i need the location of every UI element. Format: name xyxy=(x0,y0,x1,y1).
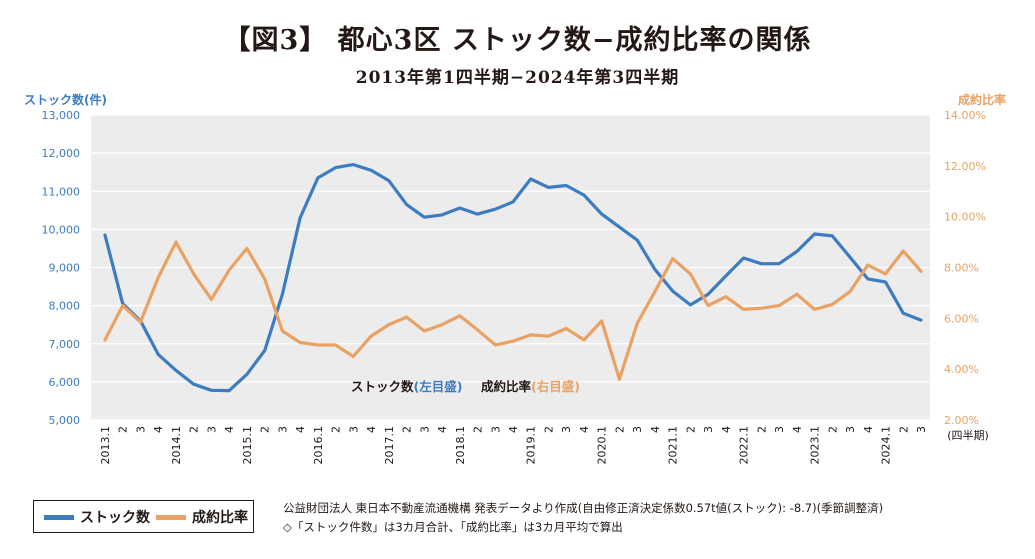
chart: 5,000 6,000 7,000 8,000 9,000 10,000 11,000 12,… xyxy=(24,92,1006,465)
left-tick-label: 9,000 xyxy=(49,262,81,275)
right-tick-label: 8.00% xyxy=(944,262,979,275)
x-tick-label: 2020.1 xyxy=(596,426,609,465)
x-tick-label: 4 xyxy=(294,426,307,433)
legend-item-ratio: 成約比率 xyxy=(156,508,248,526)
x-tick-label: 2022.1 xyxy=(738,426,751,465)
legend-item-stock: ストック数 xyxy=(44,508,150,526)
x-tick-label: 4 xyxy=(720,426,733,433)
x-tick-label: 2015.1 xyxy=(241,426,254,465)
inline-label-ratio: 成約比率(右目盛) xyxy=(481,379,580,394)
right-axis-ticks: 2.00% 4.00% 6.00% 8.00% 10.00% 12.00% 14.00% xyxy=(944,109,986,427)
right-tick-label: 14.00% xyxy=(944,109,986,122)
x-tick-label: 3 xyxy=(418,426,431,433)
legend: ストック数 成約比率 xyxy=(33,500,254,533)
chart-title: 【図3】 都心3区 ストック数−成約比率の関係 xyxy=(223,25,812,56)
x-tick-label: 3 xyxy=(915,426,928,433)
x-tick-label: 4 xyxy=(152,426,165,433)
inline-label-stock: ストック数(左目盛) xyxy=(351,379,462,394)
source-notes: 公益財団法人 東日本不動産流通機構 発表データより作成(自由修正済決定係数0.5… xyxy=(283,499,883,537)
left-axis-label: ストック数(件) xyxy=(24,92,107,107)
series-lines xyxy=(103,163,923,393)
x-tick-label: 2 xyxy=(188,426,201,433)
x-tick-label: 3 xyxy=(773,426,786,433)
legend-label-stock: ストック数 xyxy=(80,510,150,526)
x-tick-label: 2023.1 xyxy=(809,426,822,465)
x-tick-label: 3 xyxy=(702,426,715,433)
x-tick-label: 2 xyxy=(401,426,414,433)
left-tick-label: 13,000 xyxy=(42,109,81,122)
x-tick-label: 2024.1 xyxy=(880,426,893,465)
x-tick-label: 4 xyxy=(862,426,875,433)
x-tick-label: 4 xyxy=(436,426,449,433)
x-tick-label: 2019.1 xyxy=(525,426,538,465)
x-tick-label: 4 xyxy=(507,426,520,433)
x-tick-label: 4 xyxy=(649,426,662,433)
legend-swatch-ratio xyxy=(156,514,186,520)
x-tick-label: 3 xyxy=(844,426,857,433)
x-tick-label: 2 xyxy=(755,426,768,433)
legend-swatch-stock xyxy=(44,514,74,520)
left-tick-label: 7,000 xyxy=(49,338,81,351)
right-tick-label: 4.00% xyxy=(944,363,979,376)
x-tick-label: 2 xyxy=(542,426,555,433)
left-tick-label: 12,000 xyxy=(42,147,81,160)
x-tick-label: 3 xyxy=(489,426,502,433)
x-tick-label: 2017.1 xyxy=(383,426,396,465)
legend-label-ratio: 成約比率 xyxy=(192,510,248,526)
series-line-ratio xyxy=(103,240,923,381)
x-tick-label: 3 xyxy=(347,426,360,433)
right-axis-label: 成約比率 xyxy=(958,92,1006,107)
x-axis-ticks: 2013.1 2 3 4 2014.1 2 3 4 2015.1 2 3 4 2016.1 2 3 4 2017… xyxy=(99,426,928,465)
x-tick-label: 2014.1 xyxy=(170,426,183,465)
right-tick-label: 10.00% xyxy=(944,211,986,224)
x-tick-label: 2 xyxy=(472,426,485,433)
x-tick-label: 3 xyxy=(276,426,289,433)
left-axis-ticks: 5,000 6,000 7,000 8,000 9,000 10,000 11,000 12,… xyxy=(42,109,81,427)
grid-lines xyxy=(91,114,930,421)
series-line-stock xyxy=(103,163,923,393)
chart-subtitle: 2013年第1四半期−2024年第3四半期 xyxy=(355,68,680,88)
right-tick-label: 12.00% xyxy=(944,160,986,173)
x-tick-label: 3 xyxy=(631,426,644,433)
x-tick-label: 2018.1 xyxy=(454,426,467,465)
x-tick-label: 2 xyxy=(684,426,697,433)
x-tick-label: 4 xyxy=(578,426,591,433)
left-tick-label: 10,000 xyxy=(42,223,81,236)
x-tick-label: 4 xyxy=(365,426,378,433)
x-tick-label: 4 xyxy=(791,426,804,433)
x-tick-label: 2 xyxy=(897,426,910,433)
left-tick-label: 5,000 xyxy=(49,414,81,427)
x-tick-label: 2016.1 xyxy=(312,426,325,465)
right-tick-label: 6.00% xyxy=(944,312,979,325)
x-tick-label: 2 xyxy=(259,426,272,433)
source-note-line1: 公益財団法人 東日本不動産流通機構 発表データより作成(自由修正済決定係数0.5… xyxy=(283,501,884,515)
x-tick-label: 2 xyxy=(613,426,626,433)
x-tick-label: 3 xyxy=(134,426,147,433)
source-note-line2: ◇「ストック件数」は3カ月合計、「成約比率」は3カ月平均で算出 xyxy=(283,520,623,534)
x-tick-label: 2 xyxy=(330,426,343,433)
x-tick-label: 2013.1 xyxy=(99,426,112,465)
x-tick-label: 3 xyxy=(205,426,218,433)
x-tick-label: 3 xyxy=(560,426,573,433)
x-tick-label: 2 xyxy=(826,426,839,433)
x-tick-label: 4 xyxy=(223,426,236,433)
x-tick-label: 2 xyxy=(117,426,130,433)
left-tick-label: 11,000 xyxy=(42,185,81,198)
left-tick-label: 6,000 xyxy=(49,376,81,389)
left-tick-label: 8,000 xyxy=(49,300,81,313)
x-tick-label: 2021.1 xyxy=(667,426,680,465)
x-unit-label: (四半期) xyxy=(947,428,989,442)
right-tick-label: 2.00% xyxy=(944,414,979,427)
